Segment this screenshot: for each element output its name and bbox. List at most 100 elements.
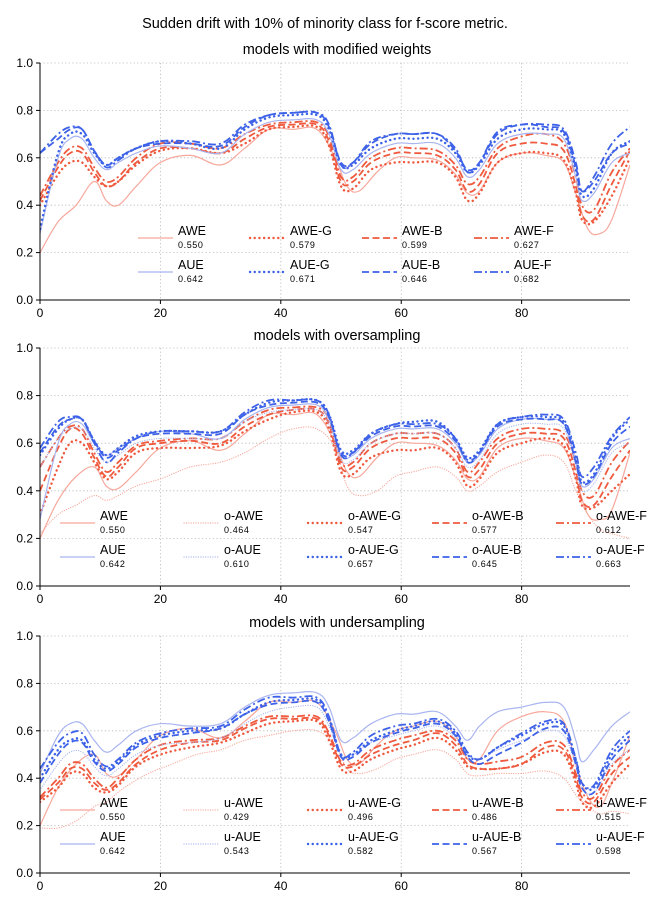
legend-label: o-AWE-F [596,509,647,523]
legend-score: 0.657 [348,559,374,569]
legend-item: AWE 0.550 [60,796,128,822]
series-line-o-awe-b [40,407,630,508]
legend-label: AUE [100,543,126,557]
x-tick-label: 60 [395,306,409,320]
legend-item: o-AUE 0.610 [183,543,261,569]
legend-item: u-AWE-F 0.515 [556,796,647,822]
legend-item: AUE 0.642 [138,258,204,284]
series-line-awe-b [40,122,630,223]
legend-label: AUE [100,830,126,844]
legend-score: 0.464 [224,525,250,535]
legend-item: AWE-G 0.579 [248,224,332,250]
series-lines [40,691,630,830]
legend-item: AUE-G 0.671 [248,258,330,284]
legend-label: u-AWE-G [348,796,401,810]
legend-score: 0.599 [402,240,428,250]
legend-label: u-AWE-F [596,796,647,810]
panel-title: models with modified weights [243,42,432,58]
x-tick-label: 0 [37,306,44,320]
y-tick-label: 0.0 [16,293,33,307]
panel-title: models with oversampling [254,328,421,344]
legend-score: 0.547 [348,525,374,535]
legend-item: u-AUE-F 0.598 [556,830,645,856]
legend: AWE 0.550 o-AWE 0.464 o-AWE-G 0.547 o-AWE-B 0.5… [60,509,647,569]
x-tick-label: 60 [395,592,409,606]
x-tick-label: 40 [274,592,288,606]
legend-item: AUE 0.642 [60,543,126,569]
legend-item: AUE-B 0.646 [362,258,440,284]
series-line-aue-f [40,110,630,193]
y-tick-label: 0.8 [16,389,33,403]
y-tick-label: 0.4 [16,771,33,785]
legend-item: u-AUE-G 0.582 [306,830,399,856]
y-tick-label: 0.8 [16,676,33,690]
legend-score: 0.577 [472,525,498,535]
legend-score: 0.582 [348,846,374,856]
legend-label: AWE-G [290,224,332,238]
series-line-aue [40,691,630,774]
series-line-aue [40,118,630,234]
chart-panel: models with undersampling 0 20 40 60 80 0.0 0.2… [16,615,647,893]
x-tick-label: 40 [274,879,288,893]
series-line-awe-f [40,120,630,214]
legend-item: AWE 0.550 [138,224,206,250]
y-tick-label: 1.0 [16,341,33,355]
legend-item: AUE 0.642 [60,830,126,856]
legend-item: u-AWE-G 0.496 [306,796,401,822]
y-tick-label: 0.6 [16,151,33,165]
legend-score: 0.486 [472,812,498,822]
legend-score: 0.567 [472,846,498,856]
legend-item: u-AUE 0.543 [183,830,261,856]
legend-score: 0.579 [290,240,316,250]
legend-score: 0.610 [224,559,250,569]
legend-item: o-AWE-F 0.612 [556,509,647,535]
legend-label: o-AWE-G [348,509,401,523]
x-tick-label: 80 [515,592,529,606]
legend-item: o-AUE-G 0.657 [306,543,399,569]
legend-label: AUE-G [290,258,330,272]
legend-score: 0.627 [514,240,540,250]
series-line-awe [40,411,630,539]
legend-score: 0.598 [596,846,622,856]
x-tick-label: 40 [274,306,288,320]
legend-item: o-AWE-B 0.577 [432,509,524,535]
legend-label: AUE [178,258,204,272]
legend-label: o-AUE-G [348,543,399,557]
panel-title: models with undersampling [249,615,425,631]
legend-item: o-AUE-F 0.663 [556,543,645,569]
legend: AWE 0.550 AWE-G 0.579 AWE-B 0.599 AWE-F 0.627 AU… [138,224,554,284]
y-tick-label: 0.2 [16,819,33,833]
legend-item: AWE-F 0.627 [474,224,554,250]
legend-score: 0.612 [596,525,622,535]
legend-item: o-AUE-B 0.645 [432,543,521,569]
series-line-u-awe-g [40,718,630,810]
legend-score: 0.642 [100,559,126,569]
series-line-awe-g [40,124,630,226]
chart-panel: models with modified weights 0 20 40 60 80 0.0… [16,42,630,320]
series-line-aue [40,403,630,520]
y-tick-label: 0.4 [16,198,33,212]
y-tick-label: 1.0 [16,629,33,643]
series-line-o-awe [40,426,630,539]
y-tick-label: 0.6 [16,436,33,450]
series-line-o-awe-f [40,405,630,499]
series-line-u-aue-b [40,699,630,796]
legend-score: 0.550 [178,240,204,250]
legend-item: u-AWE 0.429 [183,796,263,822]
series-line-u-awe-f [40,714,630,800]
y-tick-label: 0.8 [16,103,33,117]
series-line-u-awe-b [40,716,630,805]
y-tick-label: 0.6 [16,724,33,738]
legend-score: 0.671 [290,274,316,284]
legend-score: 0.682 [514,274,540,284]
legend-score: 0.429 [224,812,250,822]
legend-label: AWE [100,796,128,810]
x-tick-label: 20 [154,592,168,606]
x-tick-label: 0 [37,879,44,893]
legend-label: AWE [100,509,128,523]
x-tick-label: 20 [154,879,168,893]
legend-score: 0.645 [472,559,498,569]
series-line-aue-b [40,110,630,193]
legend-score: 0.642 [178,274,204,284]
legend-score: 0.550 [100,812,126,822]
